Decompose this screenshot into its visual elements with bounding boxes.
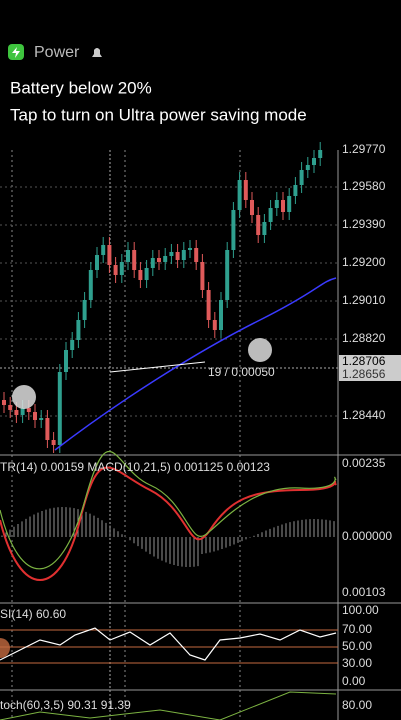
notification-title: Battery below 20% — [10, 78, 152, 97]
candle — [293, 185, 298, 196]
app-name: Power — [34, 44, 80, 61]
candle — [305, 165, 310, 170]
candle — [268, 208, 273, 222]
price-label: 1.29770 — [342, 142, 386, 156]
candle — [250, 200, 254, 215]
candle — [119, 262, 124, 275]
price-label: 1.28440 — [342, 408, 386, 422]
candle — [70, 340, 75, 350]
candle — [76, 320, 81, 340]
macd-axis: 0.00103 — [342, 585, 386, 599]
macd-axis: 0.00235 — [342, 456, 386, 470]
candle — [231, 210, 236, 250]
candle — [312, 158, 316, 165]
price-badge — [339, 355, 401, 381]
candle — [237, 180, 242, 210]
trend-line — [109, 361, 206, 373]
candle — [200, 262, 205, 290]
touch-indicator — [12, 385, 36, 409]
price-label: 1.29580 — [342, 179, 386, 193]
stoch-line — [0, 691, 337, 720]
candle — [126, 250, 130, 262]
price-label: 1.28656 — [342, 367, 386, 381]
candle — [188, 248, 192, 250]
candle — [14, 410, 19, 415]
touch-indicator — [248, 338, 272, 362]
candle — [157, 258, 161, 262]
candle — [181, 250, 186, 260]
price-label: 1.28820 — [342, 331, 386, 345]
rsi-axis: 100.00 — [342, 603, 379, 617]
bell-icon — [92, 48, 102, 57]
candle — [281, 200, 285, 212]
price-label: 1.29390 — [342, 217, 386, 231]
current-price: 1.28706 — [342, 354, 386, 368]
macd-label: TR(14) 0.00159 MACD(10,21,5) 0.001125 0.… — [0, 460, 270, 474]
candle — [169, 252, 174, 256]
candle — [95, 255, 99, 270]
candle — [194, 248, 199, 262]
price-label: 1.29200 — [342, 255, 386, 269]
candle — [2, 400, 6, 405]
candle — [150, 258, 155, 268]
candle — [163, 256, 168, 262]
rsi-axis: 70.00 — [342, 622, 372, 636]
candle — [88, 270, 93, 300]
rsi-axis: 30.00 — [342, 656, 372, 670]
candle — [101, 245, 106, 255]
candle — [8, 405, 13, 410]
bolt — [12, 47, 20, 58]
candle — [45, 418, 50, 440]
candle — [206, 290, 211, 320]
candle — [219, 300, 223, 330]
rsi-axis: 50.00 — [342, 639, 372, 653]
rsi-label: SI(14) 60.60 — [0, 607, 66, 621]
candle — [144, 268, 149, 280]
candle — [318, 150, 323, 158]
candle — [262, 222, 267, 235]
rsi-axis: 0.00 — [342, 674, 366, 688]
candle — [82, 300, 87, 320]
candle — [26, 408, 31, 412]
candle — [287, 196, 292, 212]
candle — [243, 180, 248, 200]
candle — [64, 350, 68, 372]
touch-indicator — [0, 638, 10, 658]
moving-average — [54, 277, 337, 451]
macd-axis: 0.000000 — [342, 529, 392, 543]
candle — [225, 250, 230, 300]
candle — [107, 245, 112, 265]
candle — [51, 440, 56, 445]
candle — [175, 252, 180, 260]
stoch-label: toch(60,3,5) 90.31 91.39 — [0, 698, 131, 712]
notification-body: Tap to turn on Ultra power saving mode — [10, 105, 307, 124]
candle — [256, 215, 261, 235]
candle — [212, 320, 217, 330]
candle — [20, 408, 25, 415]
candle — [274, 200, 279, 208]
candle — [39, 418, 44, 420]
rsi-line — [0, 627, 337, 661]
macd-line — [0, 466, 337, 581]
price-label: 1.29010 — [342, 293, 386, 307]
candle — [138, 270, 143, 280]
candle — [132, 250, 137, 270]
chart-area[interactable] — [0, 142, 401, 720]
signal-line — [0, 450, 337, 570]
candle — [113, 265, 118, 275]
crosshair-label: 19 / 0.00050 — [208, 365, 275, 379]
stoch-axis: 80.00 — [342, 698, 372, 712]
candle — [33, 412, 37, 420]
candle — [57, 372, 62, 445]
candle — [299, 170, 304, 185]
notification[interactable]: Power Battery below 20% Tap to turn on U… — [8, 44, 307, 124]
